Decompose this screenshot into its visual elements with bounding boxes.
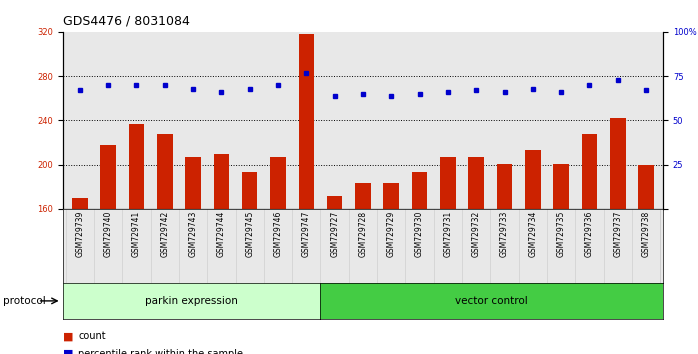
Text: GSM729730: GSM729730 xyxy=(415,211,424,257)
Text: protocol: protocol xyxy=(3,296,46,306)
Text: GSM729747: GSM729747 xyxy=(302,211,311,257)
Bar xyxy=(581,134,597,209)
Text: GSM729743: GSM729743 xyxy=(188,211,198,257)
Text: GSM729735: GSM729735 xyxy=(557,211,565,257)
Text: GSM729734: GSM729734 xyxy=(528,211,537,257)
Bar xyxy=(440,157,456,209)
Bar xyxy=(639,165,654,209)
Text: GSM729742: GSM729742 xyxy=(161,211,169,257)
Text: GSM729736: GSM729736 xyxy=(585,211,594,257)
Text: count: count xyxy=(78,331,106,341)
Text: vector control: vector control xyxy=(455,296,528,306)
Bar xyxy=(327,195,343,209)
Bar xyxy=(554,164,569,209)
Text: GSM729733: GSM729733 xyxy=(500,211,509,257)
Text: parkin expression: parkin expression xyxy=(145,296,238,306)
Bar xyxy=(214,154,229,209)
Text: GSM729729: GSM729729 xyxy=(387,211,396,257)
Text: GSM729732: GSM729732 xyxy=(472,211,481,257)
Text: GSM729727: GSM729727 xyxy=(330,211,339,257)
Text: GSM729738: GSM729738 xyxy=(641,211,651,257)
Text: GDS4476 / 8031084: GDS4476 / 8031084 xyxy=(63,14,190,27)
Text: GSM729737: GSM729737 xyxy=(614,211,623,257)
Text: ■: ■ xyxy=(63,349,73,354)
Text: percentile rank within the sample: percentile rank within the sample xyxy=(78,349,243,354)
Text: ■: ■ xyxy=(63,331,73,341)
Text: GSM729728: GSM729728 xyxy=(359,211,367,257)
Bar xyxy=(299,34,314,209)
Bar xyxy=(525,150,541,209)
Bar xyxy=(610,118,625,209)
Bar xyxy=(468,157,484,209)
Bar xyxy=(101,145,116,209)
Text: GSM729731: GSM729731 xyxy=(443,211,452,257)
Text: GSM729740: GSM729740 xyxy=(103,211,112,257)
Bar xyxy=(72,198,87,209)
Bar xyxy=(242,172,258,209)
Text: GSM729739: GSM729739 xyxy=(75,211,84,257)
Bar xyxy=(185,157,201,209)
Bar xyxy=(128,124,144,209)
Bar xyxy=(412,172,427,209)
Bar xyxy=(383,183,399,209)
Text: GSM729746: GSM729746 xyxy=(274,211,283,257)
Text: GSM729744: GSM729744 xyxy=(217,211,226,257)
Bar xyxy=(497,164,512,209)
Text: GSM729741: GSM729741 xyxy=(132,211,141,257)
Bar xyxy=(270,157,285,209)
Bar xyxy=(355,183,371,209)
Bar xyxy=(157,134,172,209)
Text: GSM729745: GSM729745 xyxy=(245,211,254,257)
